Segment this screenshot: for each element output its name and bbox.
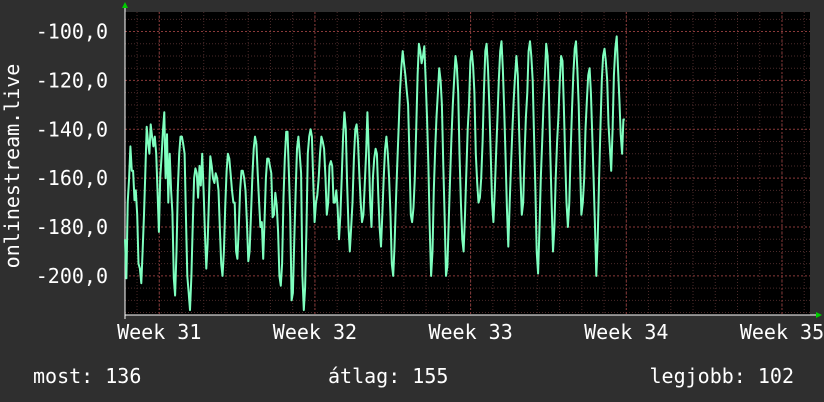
y-axis-label: onlinestream.live — [0, 64, 24, 269]
y-tick-label: -120,0 — [36, 68, 108, 92]
y-tick-label: -100,0 — [36, 20, 108, 44]
y-tick-label: -200,0 — [36, 264, 108, 288]
y-tick-label: -140,0 — [36, 117, 108, 141]
series-group — [124, 35, 625, 312]
average-value-stat: átlag: 155 — [328, 364, 449, 388]
stats-bar: most: 136 átlag: 155 legjobb: 102 — [0, 363, 824, 389]
x-tick-label: Week 32 — [273, 320, 357, 344]
x-tick-label: Week 33 — [428, 320, 512, 344]
x-tick-label: Week 31 — [117, 320, 201, 344]
x-tick-label: Week 35 — [740, 320, 824, 344]
series-line — [124, 35, 625, 312]
x-tick-label: Week 34 — [584, 320, 668, 344]
y-tick-label: -180,0 — [36, 215, 108, 239]
y-tick-labels: -100,0 -120,0 -140,0 -160,0 -180,0 -200,0 — [36, 20, 108, 288]
x-tick-labels: Week 31 Week 32 Week 33 Week 34 Week 35 — [117, 320, 824, 344]
y-tick-label: -160,0 — [36, 166, 108, 190]
y-axis-arrow — [122, 2, 128, 8]
x-axis-arrow — [816, 312, 822, 318]
current-value-stat: most: 136 — [33, 364, 142, 388]
best-value-stat: legjobb: 102 — [649, 364, 795, 388]
